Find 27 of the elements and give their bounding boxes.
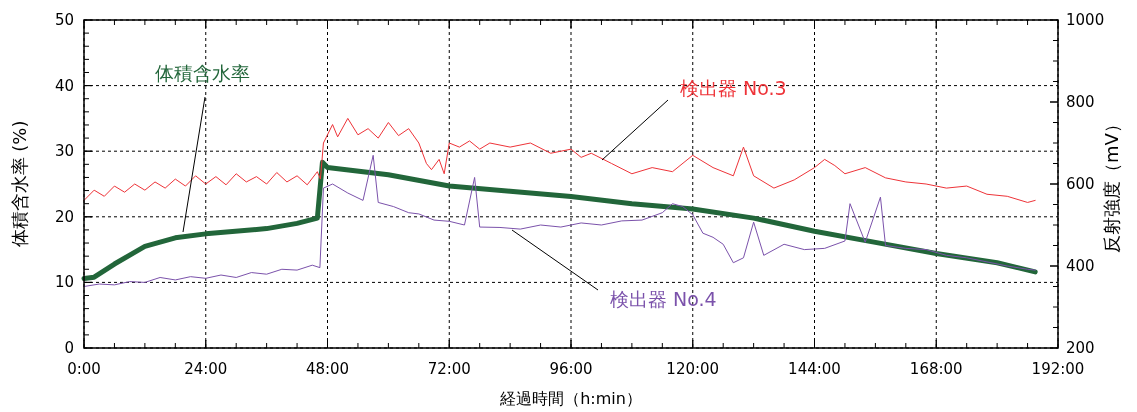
y-tick-label: 50 bbox=[54, 11, 74, 29]
y2-tick-label: 1000 bbox=[1066, 11, 1105, 29]
y2-tick-label: 400 bbox=[1066, 257, 1095, 275]
x-tick-label: 144:00 bbox=[788, 360, 841, 378]
x-tick-label: 168:00 bbox=[909, 360, 963, 378]
y2-tick-label: 600 bbox=[1066, 175, 1095, 193]
text: 体積含水率 bbox=[155, 62, 250, 84]
y-axis-title: 体積含水率 (%) bbox=[9, 120, 30, 248]
y-tick-label: 30 bbox=[54, 142, 74, 161]
x-tick-label: 48:00 bbox=[305, 360, 350, 378]
line-series bbox=[83, 117, 1036, 203]
y2-tick-label: 800 bbox=[1066, 93, 1095, 111]
series-label: 検出器 No.4 bbox=[610, 288, 717, 310]
y2-axis-title: 反射強度（mV） bbox=[1101, 115, 1122, 253]
y-tick-label: 0 bbox=[64, 339, 74, 357]
y-tick-label: 40 bbox=[54, 76, 74, 95]
x-tick-label: 96:00 bbox=[549, 360, 593, 378]
x-axis-title: 経過時間（h:min） bbox=[499, 389, 642, 408]
x-tick-label: 24:00 bbox=[184, 360, 228, 378]
y2-tick-label: 200 bbox=[1066, 339, 1095, 357]
x-tick-label: 192:00 bbox=[1031, 360, 1085, 378]
x-tick-label: 0:00 bbox=[67, 360, 101, 378]
x-tick-label: 72:00 bbox=[427, 360, 471, 378]
y-tick-label: 10 bbox=[54, 273, 74, 292]
x-tick-label: 120:00 bbox=[666, 360, 720, 378]
text: 検出器 No.3 bbox=[680, 77, 787, 99]
y-tick-label: 20 bbox=[54, 207, 74, 226]
